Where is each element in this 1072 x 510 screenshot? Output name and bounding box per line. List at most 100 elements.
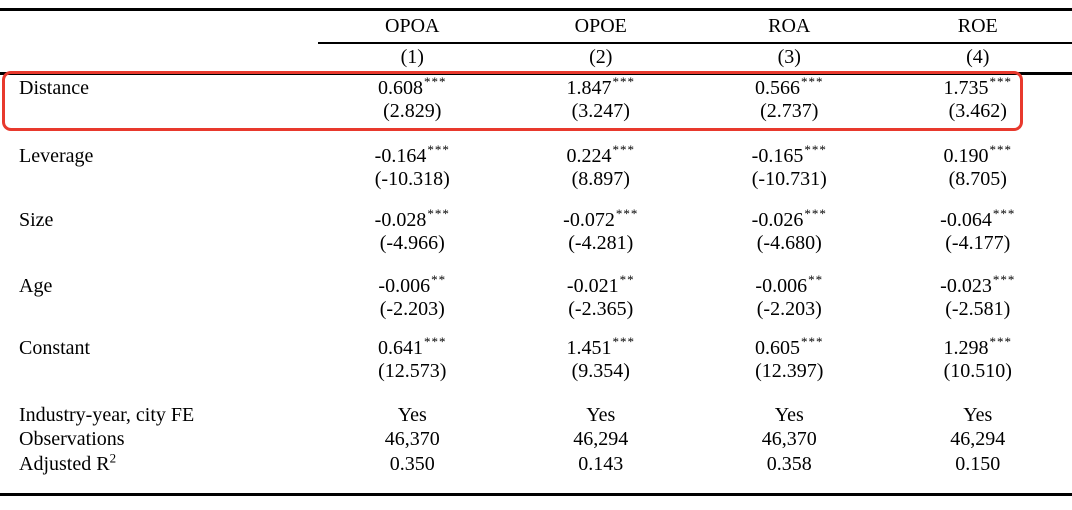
coef-value: 0.224 xyxy=(566,145,612,167)
coef-value: -0.164 xyxy=(374,145,427,167)
header-separator-rule xyxy=(0,72,1072,75)
t-statistic: (-10.318) xyxy=(374,168,450,190)
significance-stars: *** xyxy=(989,142,1012,158)
coef-cell: -0.165*** (-10.731) xyxy=(695,142,884,191)
coef-cell: 1.735*** (3.462) xyxy=(884,75,1072,123)
model-number-4: (4) xyxy=(966,46,990,68)
fe-value: Yes xyxy=(963,404,993,426)
table-row-age: Age -0.006** (-2.203) -0.021** (-2.365) … xyxy=(0,272,1072,321)
table-row-size: Size -0.028*** (-4.966) -0.072*** (-4.28… xyxy=(0,206,1072,255)
coef-value: 1.735 xyxy=(943,77,989,99)
coef-value: -0.026 xyxy=(751,209,804,231)
t-statistic: (-2.203) xyxy=(379,298,445,320)
row-label: Constant xyxy=(19,337,91,359)
r2-value: 0.150 xyxy=(955,453,1001,475)
fe-value: Yes xyxy=(774,404,804,426)
coef-cell: -0.021** (-2.365) xyxy=(507,273,696,321)
coef-value: 0.641 xyxy=(378,337,423,359)
row-label: Distance xyxy=(19,77,89,99)
coef-cell: -0.164*** (-10.318) xyxy=(318,143,507,191)
column-header-rule xyxy=(318,42,1072,44)
table-bottom-rule xyxy=(0,493,1072,496)
coef-value: -0.165 xyxy=(751,145,804,167)
coef-cell: 0.566*** (2.737) xyxy=(695,75,884,123)
coef-value: 1.847 xyxy=(566,77,612,99)
t-statistic: (-2.365) xyxy=(568,298,634,320)
coef-value: 0.566 xyxy=(755,77,800,99)
coef-value: 0.608 xyxy=(378,77,423,99)
model-number-1: (1) xyxy=(400,46,424,68)
t-statistic: (-2.581) xyxy=(945,298,1011,320)
coef-cell: 0.190*** (8.705) xyxy=(884,142,1072,191)
t-statistic: (8.705) xyxy=(948,168,1007,190)
coef-value: -0.006 xyxy=(378,275,431,297)
t-statistic: (12.397) xyxy=(755,360,824,382)
coef-value: 0.190 xyxy=(943,145,989,167)
coef-cell: 1.298*** (10.510) xyxy=(884,334,1072,383)
observations-value: 46,370 xyxy=(384,428,440,450)
fe-value: Yes xyxy=(586,404,616,426)
column-header-roa: ROA xyxy=(768,15,811,37)
observations-value: 46,294 xyxy=(573,428,629,450)
coef-cell: -0.006** (-2.203) xyxy=(695,272,884,321)
t-statistic: (2.737) xyxy=(760,100,819,122)
t-statistic: (8.897) xyxy=(571,168,630,190)
coef-cell: 1.451*** (9.354) xyxy=(507,334,696,383)
row-label: Adjusted R2 xyxy=(0,450,318,476)
coef-cell: -0.006** (-2.203) xyxy=(318,273,507,321)
significance-stars: *** xyxy=(424,334,447,350)
superscript-2: 2 xyxy=(109,450,117,466)
column-header-roe: ROE xyxy=(957,15,998,37)
observations-value: 46,370 xyxy=(761,428,817,450)
coef-value: 1.451 xyxy=(566,337,612,359)
row-label: Age xyxy=(19,275,53,297)
table-row-distance: Distance 0.608*** (2.829) 1.847*** (3.24… xyxy=(0,74,1072,123)
coef-cell: -0.064*** (-4.177) xyxy=(884,206,1072,255)
row-label-text: Adjusted R xyxy=(19,453,110,475)
row-label: Industry-year, city FE xyxy=(19,404,195,426)
coef-cell: 0.641*** (12.573) xyxy=(318,334,507,383)
table-row-leverage: Leverage -0.164*** (-10.318) 0.224*** (8… xyxy=(0,142,1072,191)
r2-value: 0.143 xyxy=(578,453,624,475)
t-statistic: (-4.966) xyxy=(379,232,445,254)
significance-stars: ** xyxy=(808,272,824,288)
coef-cell: -0.026*** (-4.680) xyxy=(695,206,884,255)
significance-stars: *** xyxy=(612,142,635,158)
coef-cell: -0.028*** (-4.966) xyxy=(318,207,507,255)
row-label: Leverage xyxy=(19,145,94,167)
table-row-observations: Observations 46,370 46,294 46,370 46,294 xyxy=(0,427,1072,451)
header-spacer xyxy=(0,44,318,70)
fe-value: Yes xyxy=(397,404,427,426)
model-number-2: (2) xyxy=(589,46,613,68)
coef-value: -0.072 xyxy=(563,209,615,231)
t-statistic: (-4.680) xyxy=(756,232,822,254)
coef-value: -0.023 xyxy=(940,275,992,297)
significance-stars: *** xyxy=(989,334,1012,350)
significance-stars: *** xyxy=(992,206,1016,222)
coef-cell: 0.605*** (12.397) xyxy=(695,335,884,383)
row-label: Size xyxy=(19,209,54,231)
r2-value: 0.358 xyxy=(766,453,812,475)
coef-cell: 0.224*** (8.897) xyxy=(507,142,696,191)
coef-value: -0.064 xyxy=(940,209,992,231)
t-statistic: (3.462) xyxy=(948,100,1007,122)
t-statistic: (12.573) xyxy=(378,360,447,382)
t-statistic: (-10.731) xyxy=(751,168,827,190)
significance-stars: *** xyxy=(612,334,635,350)
coef-value: -0.028 xyxy=(374,209,427,231)
table-row-adjusted-r2: Adjusted R2 0.350 0.143 0.358 0.150 xyxy=(0,450,1072,476)
table-row-constant: Constant 0.641*** (12.573) 1.451*** (9.3… xyxy=(0,334,1072,383)
significance-stars: *** xyxy=(424,74,447,90)
t-statistic: (3.247) xyxy=(571,100,630,122)
t-statistic: (2.829) xyxy=(383,100,442,122)
table-row-fixed-effects: Industry-year, city FE Yes Yes Yes Yes xyxy=(0,403,1072,427)
significance-stars: *** xyxy=(615,206,639,222)
coef-value: -0.021 xyxy=(566,275,619,297)
significance-stars: *** xyxy=(804,142,827,158)
coef-value: 0.605 xyxy=(755,337,800,359)
coef-cell: 1.847*** (3.247) xyxy=(507,75,696,123)
significance-stars: *** xyxy=(804,206,827,222)
coef-value: 1.298 xyxy=(943,337,989,359)
r2-value: 0.350 xyxy=(389,453,435,475)
